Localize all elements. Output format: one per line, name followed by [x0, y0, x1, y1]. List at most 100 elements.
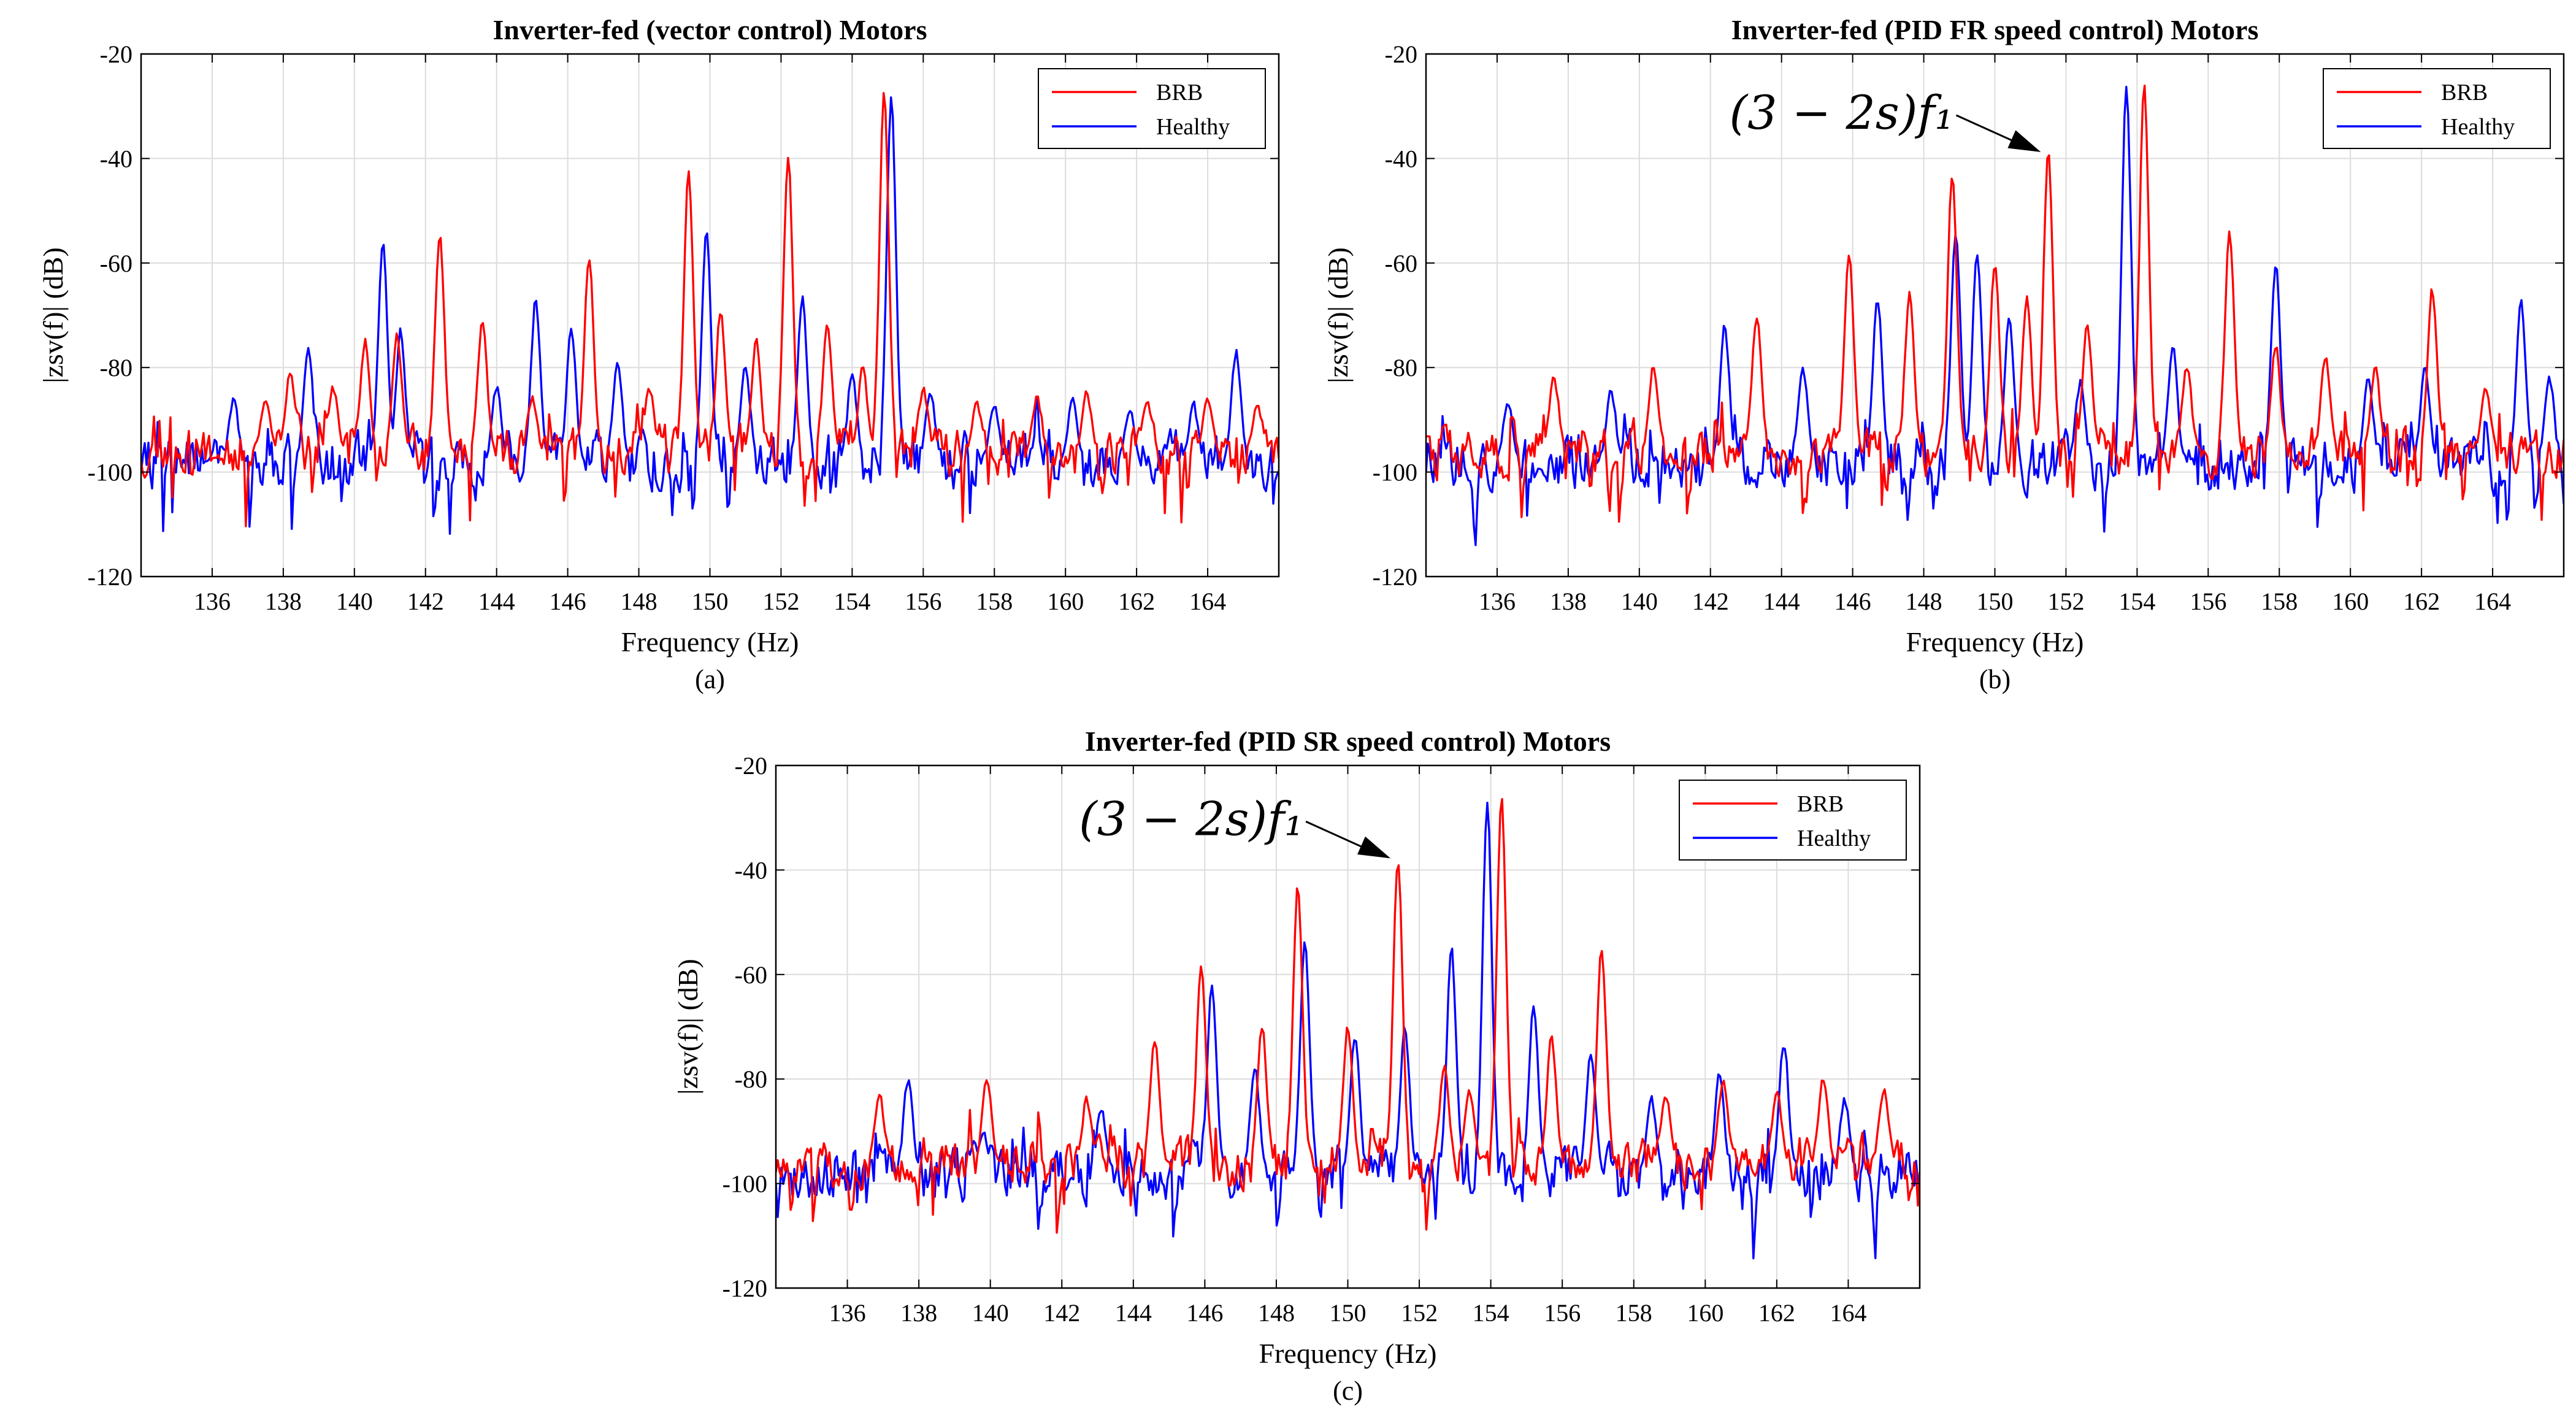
y-tick-label: -100	[1373, 459, 1417, 486]
chart-panel-c: 136 138 140 142 144 146 148 150 152 154 156 158 160 1…	[672, 726, 1921, 1406]
x-tick-label: 154	[834, 588, 870, 615]
x-tick-label: 162	[1118, 588, 1155, 615]
x-tick-label: 158	[976, 588, 1013, 615]
panel-caption: (b)	[1979, 664, 2011, 694]
x-tick-label: 146	[1834, 588, 1871, 615]
series-line-brb	[141, 92, 1279, 527]
grid-lines	[141, 53, 1279, 577]
x-tick-label: 160	[1047, 588, 1084, 615]
x-tick-label: 138	[1550, 588, 1587, 615]
x-tick-label: 150	[1977, 588, 2014, 615]
x-tick-label: 158	[1616, 1299, 1652, 1327]
x-tick-label: 146	[1186, 1299, 1223, 1327]
chart-title: Inverter-fed (PID SR speed control) Moto…	[1085, 726, 1611, 757]
legend-box	[1038, 68, 1266, 149]
x-tick-label: 140	[336, 588, 373, 615]
panel-caption: (a)	[695, 664, 725, 694]
legend-label-brb: BRB	[1156, 80, 1203, 105]
x-tick-label: 164	[1830, 1299, 1866, 1327]
y-tick-label: -60	[735, 961, 767, 989]
y-tick-label: -40	[735, 856, 767, 884]
y-tick-label: -20	[1385, 40, 1417, 68]
x-tick-label: 154	[1473, 1299, 1509, 1327]
x-tick-label: 142	[1043, 1299, 1080, 1327]
x-tick-label: 162	[1758, 1299, 1795, 1327]
legend-label-healthy: Healthy	[2441, 114, 2515, 140]
x-tick-label: 160	[2332, 588, 2369, 615]
chart-title: Inverter-fed (PID FR speed control) Moto…	[1731, 14, 2259, 45]
x-tick-label: 136	[1479, 588, 1516, 615]
y-tick-label: -20	[735, 752, 767, 780]
x-tick-label: 152	[762, 588, 799, 615]
x-tick-label: 164	[2474, 588, 2511, 615]
x-tick-label: 136	[829, 1299, 866, 1327]
series-group	[141, 92, 1279, 535]
annotation-arrow-head	[1357, 836, 1391, 859]
x-tick-label: 138	[265, 588, 302, 615]
x-tick-label: 136	[194, 588, 231, 615]
y-tick-label: -120	[88, 563, 132, 591]
series-line-brb	[776, 798, 1920, 1234]
y-tick-label: -80	[735, 1065, 767, 1093]
x-axis-label: Frequency (Hz)	[1906, 626, 2084, 658]
y-tick-label: -80	[100, 354, 132, 382]
x-tick-label: 144	[1115, 1299, 1152, 1327]
y-tick-label: -60	[100, 250, 132, 277]
x-tick-label: 144	[478, 588, 515, 615]
x-tick-label: 148	[1258, 1299, 1295, 1327]
y-tick-label: -60	[1385, 250, 1417, 277]
legend-box	[2323, 68, 2551, 149]
chart-title: Inverter-fed (vector control) Motors	[493, 14, 927, 45]
x-tick-label: 142	[407, 588, 444, 615]
x-tick-label: 140	[972, 1299, 1009, 1327]
y-tick-label: -80	[1385, 354, 1417, 382]
x-tick-label: 148	[1906, 588, 1942, 615]
x-axis-label: Frequency (Hz)	[621, 626, 799, 658]
x-tick-label: 152	[2047, 588, 2084, 615]
y-axis-label: |zsv(f)| (dB)	[672, 959, 703, 1095]
x-tick-label: 156	[2190, 588, 2226, 615]
legend-box	[1679, 780, 1907, 861]
series-line-healthy	[1426, 85, 2564, 547]
panel-caption: (c)	[1333, 1376, 1363, 1406]
x-tick-label: 152	[1401, 1299, 1438, 1327]
y-tick-label: -40	[1385, 145, 1417, 172]
legend-label-healthy: Healthy	[1156, 114, 1230, 140]
x-tick-label: 156	[905, 588, 941, 615]
x-tick-label: 142	[1692, 588, 1729, 615]
x-tick-label: 154	[2118, 588, 2155, 615]
y-axis-label: |zsv(f)| (dB)	[1322, 247, 1354, 383]
y-tick-label: -40	[100, 145, 132, 172]
series-line-brb	[1426, 84, 2564, 523]
y-tick-label: -20	[100, 40, 132, 68]
series-group	[1426, 84, 2564, 547]
x-tick-label: 156	[1544, 1299, 1581, 1327]
y-tick-label: -120	[723, 1275, 767, 1302]
y-tick-label: -100	[723, 1170, 767, 1198]
x-tick-label: 150	[1330, 1299, 1367, 1327]
legend-label-brb: BRB	[2441, 80, 2488, 105]
legend: BRB Healthy	[1679, 780, 1907, 861]
x-tick-label: 138	[900, 1299, 937, 1327]
x-tick-label: 144	[1763, 588, 1800, 615]
annotation-label: (3 − 2s)f₁	[1729, 85, 1953, 140]
annotation-arrow-head	[2007, 130, 2041, 152]
x-tick-label: 160	[1687, 1299, 1723, 1327]
x-tick-label: 146	[550, 588, 586, 615]
chart-panel-a: 136 138 140 142 144 146 148 150 152 154 156 158 160 1…	[37, 14, 1280, 694]
legend-label-healthy: Healthy	[1797, 826, 1871, 851]
x-tick-label: 140	[1621, 588, 1658, 615]
y-tick-label: -120	[1373, 563, 1417, 591]
legend-label-brb: BRB	[1797, 791, 1844, 817]
series-line-healthy	[141, 96, 1279, 535]
y-tick-label: -100	[88, 459, 132, 486]
chart-panel-b: 136 138 140 142 144 146 148 150 152 154 156 158 160 1…	[1322, 14, 2565, 694]
x-tick-label: 164	[1189, 588, 1226, 615]
annotation-label: (3 − 2s)f₁	[1079, 791, 1303, 846]
legend: BRB Healthy	[2323, 68, 2551, 149]
x-tick-label: 150	[692, 588, 729, 615]
series-group	[776, 798, 1920, 1260]
x-tick-label: 162	[2403, 588, 2440, 615]
x-tick-label: 148	[621, 588, 657, 615]
